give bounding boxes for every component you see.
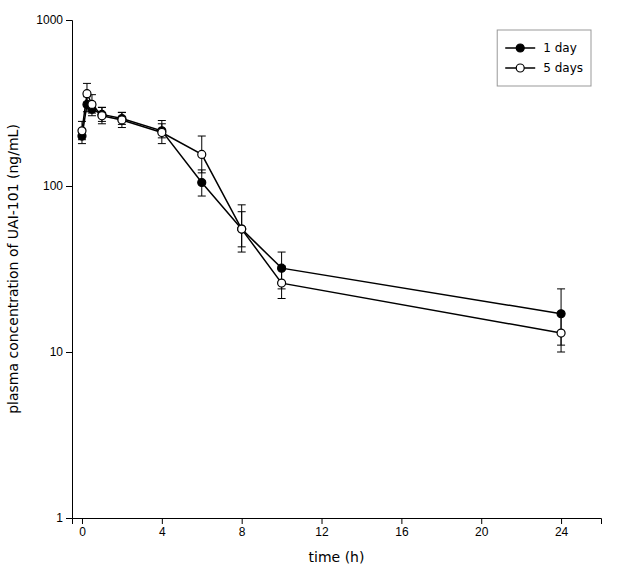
- tick: 24: [555, 518, 569, 539]
- tick-mark: [481, 518, 482, 524]
- tick-mark: [66, 20, 72, 21]
- y-axis: 1 10 100 1000: [36, 13, 72, 525]
- legend-marker: [516, 44, 524, 52]
- tick-mark: [561, 518, 562, 524]
- axis-line: [73, 519, 602, 525]
- tick-label: 1: [56, 511, 63, 525]
- point: [158, 129, 166, 137]
- y-axis-title: plasma concentration of UAI-101 (ng/mL): [5, 124, 21, 414]
- point: [198, 150, 206, 158]
- point: [88, 100, 96, 108]
- tick-mark: [82, 518, 83, 524]
- axis-line: [66, 21, 73, 519]
- plot-area: 0 4 8 12 16 20 24 1 10 100 1000: [36, 13, 601, 538]
- point: [78, 127, 86, 135]
- error-bar: [238, 205, 246, 252]
- point: [278, 279, 286, 287]
- legend-label: 5 days: [543, 61, 583, 75]
- x-axis: 0 4 8 12 16 20 24: [73, 518, 602, 539]
- tick-label: 10: [50, 345, 64, 359]
- tick: 12: [315, 518, 329, 539]
- chart: 0 4 8 12 16 20 24 1 10 100 1000 time (h) plasma conc…: [0, 0, 625, 576]
- point: [557, 329, 565, 337]
- tick-mark: [322, 518, 323, 524]
- tick: 4: [159, 518, 166, 539]
- point: [238, 225, 246, 233]
- legend: 1 day 5 days: [497, 30, 591, 86]
- tick-label: 12: [315, 525, 329, 539]
- tick-label: 24: [555, 525, 569, 539]
- point: [83, 90, 91, 98]
- tick-label: 8: [239, 525, 246, 539]
- error-bar: [83, 83, 91, 102]
- tick-mark: [66, 518, 72, 519]
- x-axis-title: time (h): [309, 549, 365, 565]
- error-bar: [98, 108, 106, 124]
- tick-mark: [242, 518, 243, 524]
- error-bar: [158, 121, 166, 144]
- line: [82, 94, 561, 333]
- tick-mark: [162, 518, 163, 524]
- tick: 100: [43, 179, 72, 193]
- point: [98, 112, 106, 120]
- tick-mark: [401, 518, 402, 524]
- tick: 10: [50, 345, 72, 359]
- tick-mark: [66, 352, 72, 353]
- marks: [78, 83, 565, 352]
- legend-marker: [516, 64, 524, 72]
- tick: 8: [239, 518, 246, 539]
- tick-label: 4: [159, 525, 166, 539]
- error-bar: [198, 170, 206, 196]
- point: [118, 116, 126, 124]
- tick-label: 20: [475, 525, 489, 539]
- tick: 16: [395, 518, 409, 539]
- error-bar: [278, 266, 286, 299]
- tick-label: 0: [79, 525, 86, 539]
- tick: 1000: [36, 13, 72, 27]
- error-bar: [198, 136, 206, 173]
- tick-label: 1000: [36, 13, 63, 27]
- tick: 0: [79, 518, 86, 539]
- error-bar: [118, 112, 126, 127]
- tick: 20: [475, 518, 489, 539]
- point: [198, 178, 206, 186]
- tick-label: 100: [43, 179, 63, 193]
- series: [78, 83, 565, 352]
- error-bar: [78, 121, 86, 139]
- error-bar: [557, 314, 565, 352]
- legend-label: 1 day: [543, 41, 577, 55]
- tick-label: 16: [395, 525, 409, 539]
- line: [82, 104, 561, 313]
- point: [238, 225, 246, 233]
- series: [78, 97, 565, 345]
- legend-frame: [497, 30, 591, 86]
- tick-mark: [66, 186, 72, 187]
- tick: 1: [56, 511, 72, 525]
